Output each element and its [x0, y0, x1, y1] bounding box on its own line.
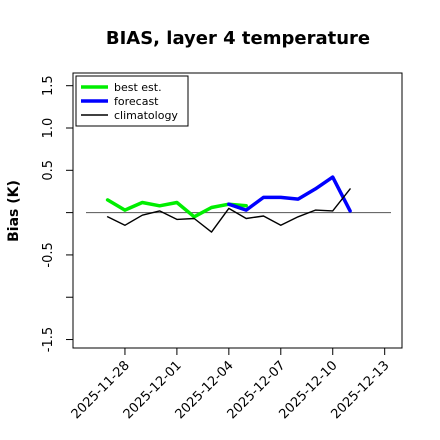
legend-label-forecast: forecast	[114, 95, 159, 108]
y-tick-label: 1.5	[41, 75, 56, 96]
legend-label-best-est: best est.	[114, 81, 162, 94]
y-tick-label: -1.5	[41, 327, 56, 352]
series-line-best-est	[105, 198, 248, 219]
plot-frame	[72, 72, 403, 349]
x-axis: 2025-11-282025-12-012025-12-042025-12-07…	[69, 348, 393, 422]
chart-title: BIAS, layer 4 temperature	[106, 28, 370, 49]
series-line-climatology	[106, 188, 351, 233]
y-axis: -1.5 -0.5 0.5 1.0 1.5	[41, 75, 73, 352]
y-axis-label: Bias (K)	[6, 180, 22, 242]
legend-label-climatology: climatology	[114, 109, 178, 122]
y-tick-label: 0.5	[41, 160, 56, 181]
y-tick-label: -0.5	[41, 242, 56, 267]
y-tick-label: 1.0	[41, 118, 56, 139]
series-line-forecast	[227, 175, 352, 213]
series-layer	[105, 175, 352, 233]
